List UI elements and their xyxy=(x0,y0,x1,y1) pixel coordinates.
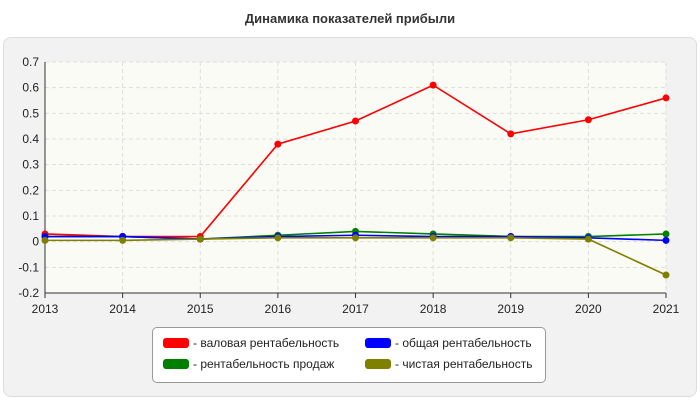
y-tick-label: 0.5 xyxy=(22,106,39,120)
data-point xyxy=(584,235,592,243)
legend-label: - общая рентабельность xyxy=(395,336,532,350)
legend-item: - рентабельность продаж xyxy=(163,357,334,371)
data-point xyxy=(274,234,282,242)
legend: - валовая рентабельность - общая рентабе… xyxy=(152,327,546,383)
data-point xyxy=(274,140,282,148)
data-point xyxy=(507,130,515,138)
legend-swatch xyxy=(163,359,189,369)
legend-label: - рентабельность продаж xyxy=(193,357,335,371)
data-point xyxy=(507,234,515,242)
legend-item: - общая рентабельность xyxy=(365,336,532,350)
x-tick-label: 2020 xyxy=(575,302,602,316)
y-tick-label: -0.1 xyxy=(18,260,39,274)
legend-item: - валовая рентабельность xyxy=(163,336,339,350)
y-tick-label: 0.6 xyxy=(22,81,39,95)
data-point xyxy=(352,234,359,242)
data-point xyxy=(196,235,204,243)
x-tick-label: 2018 xyxy=(420,302,447,316)
data-point xyxy=(662,94,670,102)
legend-swatch xyxy=(163,338,189,348)
y-tick-label: -0.2 xyxy=(18,286,39,300)
legend-item: - чистая рентабельность xyxy=(365,357,532,371)
data-point xyxy=(662,236,670,244)
legend-swatch xyxy=(365,338,391,348)
x-tick-label: 2014 xyxy=(109,302,136,316)
chart-title: Динамика показателей прибыли xyxy=(244,11,456,26)
y-tick-label: 0 xyxy=(32,235,39,249)
x-tick-label: 2021 xyxy=(653,302,680,316)
x-tick-label: 2017 xyxy=(342,302,369,316)
legend-label: - валовая рентабельность xyxy=(193,336,340,350)
y-tick-label: 0.3 xyxy=(22,158,39,172)
data-point xyxy=(662,230,670,238)
y-tick-label: 0.1 xyxy=(22,209,39,223)
y-tick-label: 0.7 xyxy=(22,55,39,69)
x-tick-label: 2015 xyxy=(187,302,214,316)
legend-swatch xyxy=(365,359,391,369)
data-point xyxy=(119,236,127,244)
data-point xyxy=(41,236,49,244)
x-tick-label: 2016 xyxy=(265,302,292,316)
y-tick-label: 0.4 xyxy=(22,132,39,146)
x-tick-label: 2013 xyxy=(32,302,59,316)
data-point xyxy=(429,81,437,89)
data-point xyxy=(584,116,592,124)
data-point xyxy=(429,234,437,242)
data-point xyxy=(662,271,670,279)
data-point xyxy=(352,117,359,125)
x-tick-label: 2019 xyxy=(497,302,524,316)
y-tick-label: 0.2 xyxy=(22,183,39,197)
legend-label: - чистая рентабельность xyxy=(395,357,533,371)
